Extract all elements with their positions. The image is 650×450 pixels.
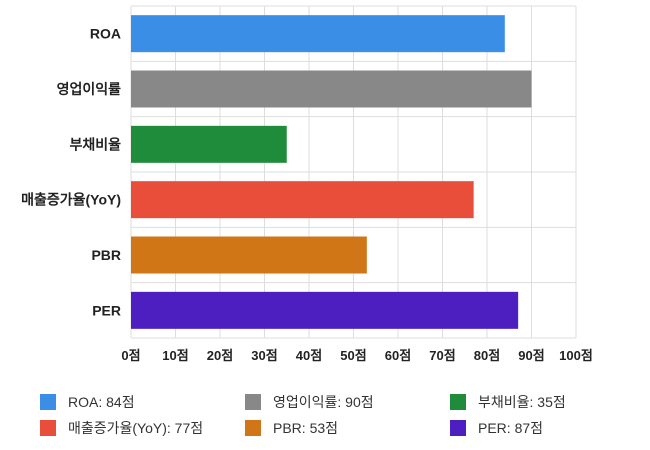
x-tick-label: 40점 [296,348,322,363]
bar-sales-growth[interactable] [131,181,474,219]
bar-debt-ratio[interactable] [131,125,287,163]
x-tick-label: 30점 [251,348,277,363]
legend-label-roa: ROA: 84점 [68,394,135,410]
legend-swatch-operating-margin [245,394,261,410]
x-tick-label: 10점 [162,348,188,363]
x-tick-label: 50점 [340,348,366,363]
grid [130,5,577,339]
legend-item-pbr[interactable]: PBR: 53점 [245,418,338,438]
category-label-pbr: PBR [91,247,121,263]
legend-label-pbr: PBR: 53점 [273,420,339,436]
x-tick-label: 0점 [121,348,140,363]
bar-operating-margin[interactable] [131,70,532,108]
legend-item-per[interactable]: PER: 87점 [450,418,543,438]
bars [131,15,532,329]
x-tick-label: 70점 [429,348,455,363]
legend-swatch-per [450,420,466,436]
bar-pbr[interactable] [131,236,367,274]
category-label-operating-margin: 영업이익률 [57,81,122,97]
x-tick-label: 80점 [474,348,500,363]
category-label-debt-ratio: 부채비율 [69,136,121,152]
category-label-per: PER [92,302,121,318]
category-label-sales-growth: 매출증가율(YoY) [21,192,121,208]
bar-roa[interactable] [131,15,505,53]
legend-item-debt-ratio[interactable]: 부채비율: 35점 [450,392,566,412]
legend: ROA: 84점 영업이익률: 90점 부채비율: 35점 매출증가율(YoY)… [40,392,640,440]
legend-item-sales-growth[interactable]: 매출증가율(YoY): 77점 [40,418,203,438]
legend-swatch-debt-ratio [450,394,466,410]
legend-item-roa[interactable]: ROA: 84점 [40,392,135,412]
legend-swatch-pbr [245,420,261,436]
x-tick-label: 100점 [559,348,593,363]
legend-item-operating-margin[interactable]: 영업이익률: 90점 [245,392,374,412]
legend-label-debt-ratio: 부채비율: 35점 [478,394,566,410]
x-tick-label: 90점 [518,348,544,363]
x-tick-label: 20점 [207,348,233,363]
x-tick-label: 60점 [385,348,411,363]
legend-swatch-sales-growth [40,420,56,436]
legend-label-sales-growth: 매출증가율(YoY): 77점 [68,420,204,436]
tick-labels: 0점 10점 20점 30점 40점 50점 60점 70점 80점 90점 100점 [121,348,592,363]
category-label-roa: ROA [90,26,121,42]
bar-per[interactable] [131,291,519,329]
legend-label-operating-margin: 영업이익률: 90점 [273,394,374,410]
legend-swatch-roa [40,394,56,410]
legend-label-per: PER: 87점 [478,420,544,436]
